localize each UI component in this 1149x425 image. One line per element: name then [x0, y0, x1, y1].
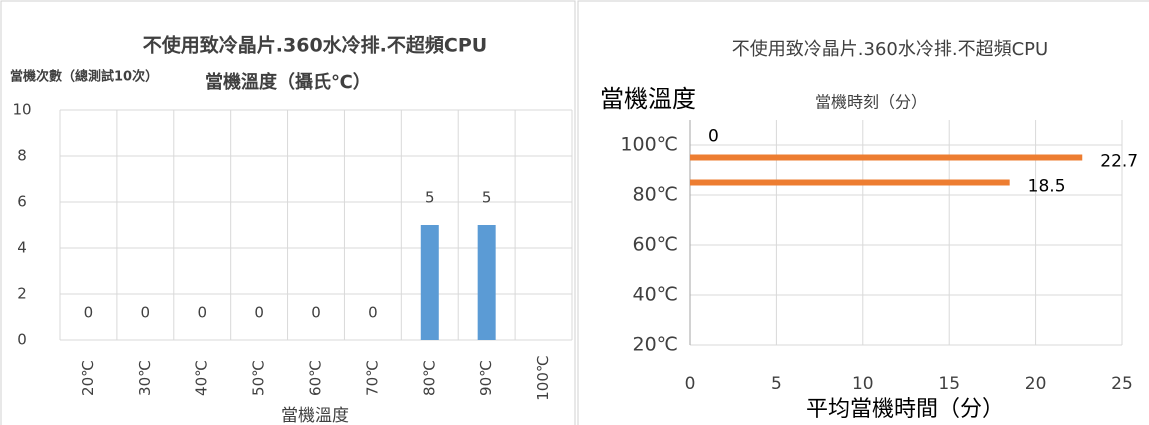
y-tick-label: 2	[17, 285, 27, 303]
y-tick-label: 60℃	[632, 234, 678, 256]
subtitle: 當機溫度（攝氏℃）	[205, 71, 371, 93]
x-tick-label: 60℃	[307, 360, 325, 396]
y-tick-label: 20℃	[632, 334, 678, 356]
y-axis-label: 當機次數（總測試10次）	[10, 69, 158, 85]
y-tick-label: 100℃	[620, 134, 678, 156]
data-label: 0	[141, 304, 151, 322]
y-tick-label: 4	[17, 239, 27, 257]
data-label: 22.7	[1100, 152, 1138, 172]
data-label: 0	[708, 127, 719, 147]
y-tick-label: 80℃	[632, 184, 678, 206]
x-tick-label: 100℃	[534, 355, 552, 400]
data-label: 5	[425, 189, 435, 207]
data-label: 0	[368, 304, 378, 322]
x-tick-label: 20℃	[79, 360, 97, 396]
y-tick-label: 10	[12, 101, 31, 119]
chart-frame	[0, 0, 576, 425]
x-tick-label: 50℃	[250, 360, 268, 396]
x-tick-label: 15	[938, 374, 960, 394]
x-tick-label: 10	[852, 374, 874, 394]
bar	[420, 225, 439, 340]
data-label: 18.5	[1028, 177, 1066, 197]
x-tick-label: 5	[771, 374, 782, 394]
bar	[690, 179, 1010, 186]
y-tick-label: 0	[17, 331, 27, 349]
x-tick-label: 0	[685, 374, 696, 394]
data-label: 0	[311, 304, 321, 322]
subtitle: 當機時刻（分）	[815, 93, 927, 112]
x-axis-label: 平均當機時間（分）	[806, 397, 1004, 422]
y-tick-label: 40℃	[632, 284, 678, 306]
chart-frame	[577, 0, 1149, 425]
y-axis-label: 當機溫度	[600, 85, 696, 113]
x-axis-label: 當機溫度	[281, 406, 349, 425]
data-label: 0	[197, 304, 207, 322]
chart-title: 不使用致冷晶片.360水冷排.不超頻CPU	[732, 39, 1048, 60]
chart-title: 不使用致冷晶片.360水冷排.不超頻CPU	[143, 34, 487, 57]
y-tick-label: 8	[17, 147, 27, 165]
x-tick-label: 40℃	[193, 360, 211, 396]
bar	[477, 225, 496, 340]
bar	[690, 154, 1083, 161]
data-label: 0	[84, 304, 94, 322]
x-tick-label: 30℃	[136, 360, 154, 396]
x-tick-label: 70℃	[363, 360, 381, 396]
data-label: 0	[254, 304, 264, 322]
data-label: 5	[482, 189, 492, 207]
x-tick-label: 20	[1025, 374, 1047, 394]
x-tick-label: 90℃	[477, 360, 495, 396]
y-tick-label: 6	[17, 193, 27, 211]
x-tick-label: 25	[1111, 374, 1133, 394]
x-tick-label: 80℃	[420, 360, 438, 396]
